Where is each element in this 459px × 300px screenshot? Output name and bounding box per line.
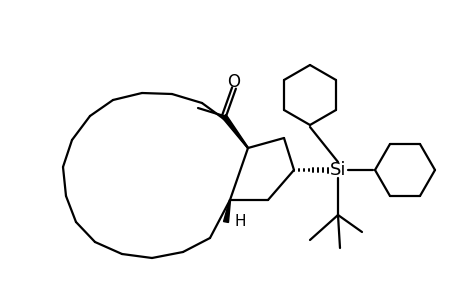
Text: Si: Si — [329, 161, 346, 179]
Polygon shape — [223, 200, 230, 222]
Polygon shape — [222, 115, 248, 148]
Text: O: O — [227, 73, 240, 91]
Text: H: H — [234, 214, 245, 230]
